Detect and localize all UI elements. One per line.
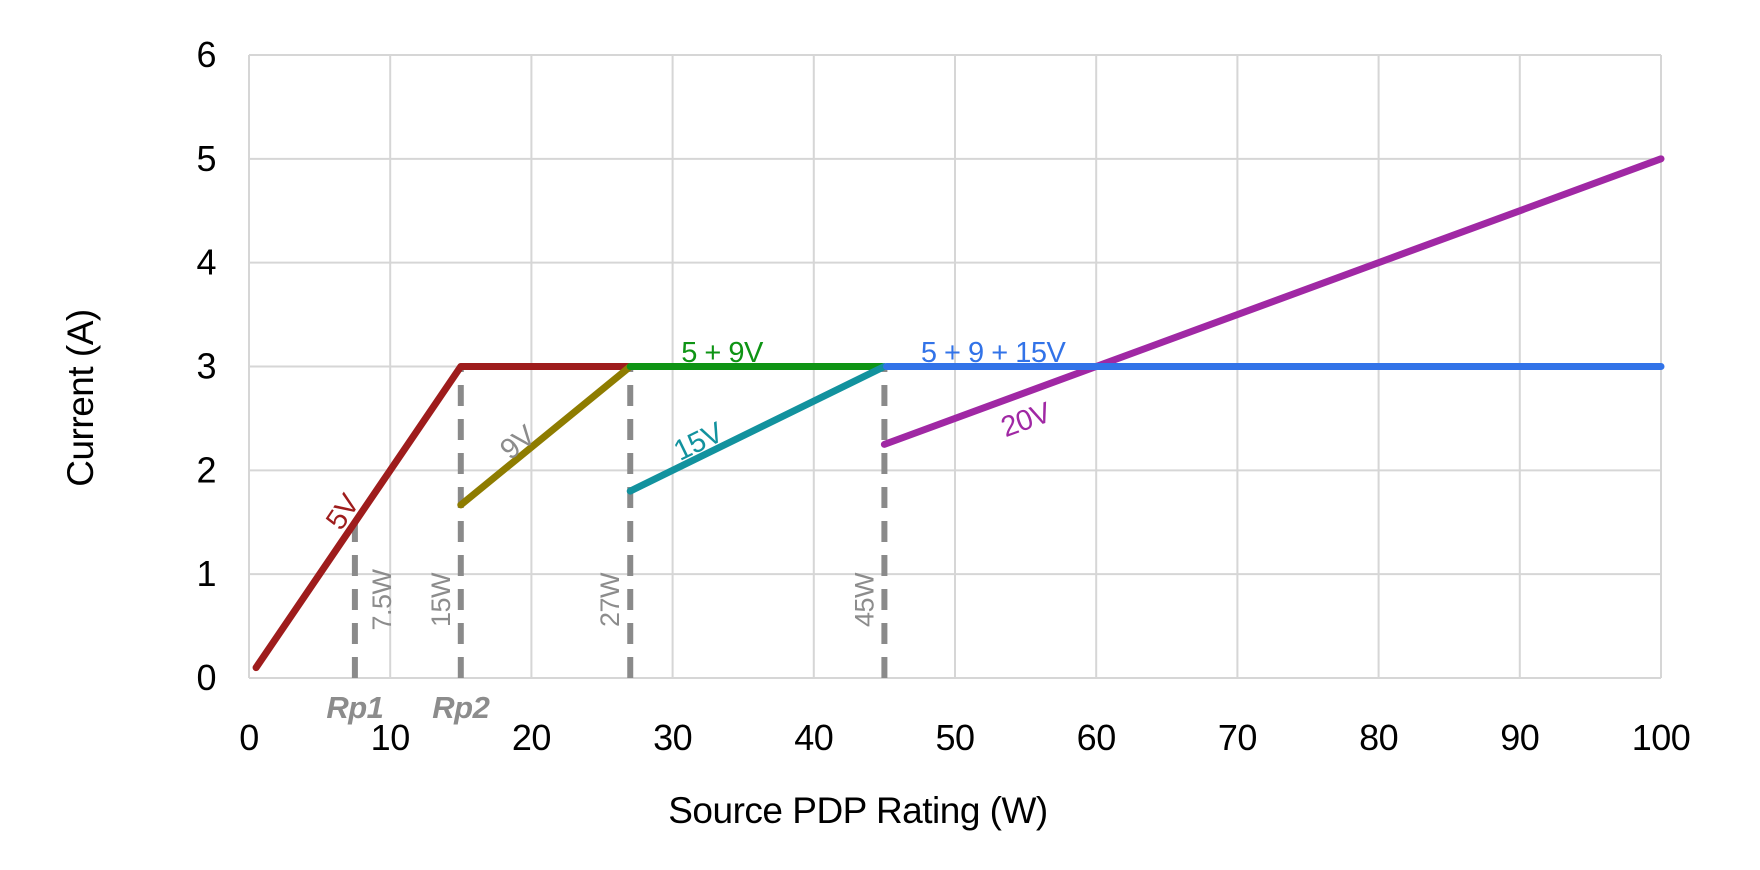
series-label-9v: 9V	[494, 419, 542, 466]
series-line-9v	[457, 363, 634, 509]
y-axis-title: Current (A)	[60, 309, 101, 486]
threshold-label-27w: 27W	[595, 572, 625, 627]
y-tick-label-1: 1	[196, 553, 216, 594]
x-tick-label-90: 90	[1500, 717, 1539, 758]
series-line-20v	[880, 155, 1665, 448]
y-tick-label-4: 4	[196, 242, 216, 283]
axis-tick-labels: 0 10 20 30 40 50 60 70 80 90 100 0 1 2 3 4 5 6	[196, 34, 1690, 758]
x-tick-label-100: 100	[1632, 717, 1691, 758]
series-label-5-9-15v: 5 + 9 + 15V	[921, 337, 1067, 369]
series-label-20v: 20V	[997, 396, 1056, 444]
x-tick-label-20: 20	[512, 717, 551, 758]
rp-label-rp2: Rp2	[432, 690, 489, 725]
series-label-5v: 5V	[320, 488, 366, 535]
threshold-dashed-lines	[351, 366, 888, 678]
series-label-5-9v: 5 + 9V	[681, 337, 764, 369]
y-tick-label-3: 3	[196, 346, 216, 387]
x-tick-label-80: 80	[1359, 717, 1398, 758]
x-axis-title: Source PDP Rating (W)	[668, 790, 1048, 831]
series-lines	[252, 155, 1665, 672]
rp-label-rp1: Rp1	[326, 690, 383, 725]
x-tick-label-30: 30	[653, 717, 692, 758]
y-tick-label-6: 6	[196, 34, 216, 75]
threshold-label-7.5w: 7.5W	[367, 568, 397, 630]
y-tick-label-2: 2	[196, 449, 216, 490]
x-tick-label-40: 40	[794, 717, 833, 758]
threshold-label-45w: 45W	[849, 572, 879, 627]
x-tick-label-70: 70	[1218, 717, 1257, 758]
y-tick-label-0: 0	[196, 657, 216, 698]
threshold-label-15w: 15W	[426, 572, 456, 627]
series-line-15v	[626, 363, 888, 495]
x-tick-label-10: 10	[371, 717, 410, 758]
y-tick-label-5: 5	[196, 138, 216, 179]
x-tick-label-60: 60	[1077, 717, 1116, 758]
x-tick-label-0: 0	[239, 717, 259, 758]
x-tick-label-50: 50	[935, 717, 974, 758]
series-line-5v	[252, 363, 634, 672]
